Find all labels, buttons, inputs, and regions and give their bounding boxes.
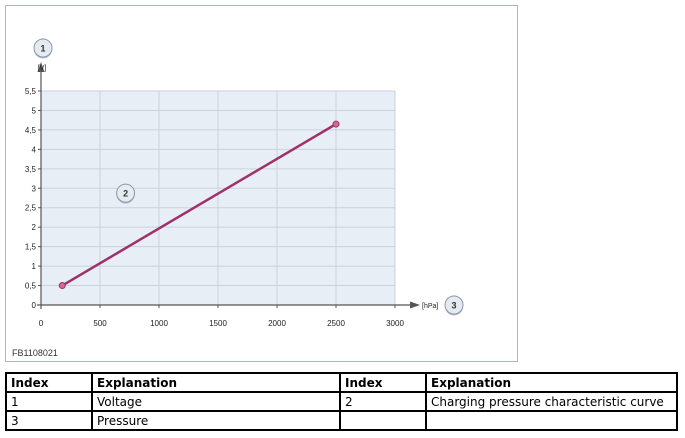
y-tick-label: 5,5 xyxy=(25,87,37,96)
figure-panel: 0 0,5 1 1,5 2 2,5 3 3,5 4 4,5 5 5,5 0 500 1000 1500 2000… xyxy=(5,5,518,362)
x-tick-label: 500 xyxy=(93,319,107,328)
legend-table: Index Explanation Index Explanation 1 Vo… xyxy=(5,372,678,431)
curve-endpoint xyxy=(58,282,66,290)
x-tick-label: 3000 xyxy=(386,319,404,328)
pressure-voltage-chart: 0 0,5 1 1,5 2 2,5 3 3,5 4 4,5 5 5,5 0 500 1000 1500 2000… xyxy=(25,38,464,328)
callout-1 xyxy=(33,38,53,58)
legend-cell: Pressure xyxy=(91,410,341,431)
y-tick-label: 1,5 xyxy=(25,243,37,252)
y-tick-label: 0,5 xyxy=(25,282,37,291)
x-tick-label: 1000 xyxy=(150,319,168,328)
legend-cell: 2 xyxy=(339,391,427,412)
legend-header-index-2: Index xyxy=(339,372,427,393)
y-tick-label: 4,5 xyxy=(25,126,37,135)
x-axis-arrow xyxy=(410,301,420,309)
x-axis-unit-label: [hPa] xyxy=(422,303,438,310)
x-tick-label: 2000 xyxy=(268,319,286,328)
x-tick-label: 1500 xyxy=(209,319,227,328)
legend-header-explanation-1: Explanation xyxy=(91,372,341,393)
callout-3-label: 3 xyxy=(451,301,456,311)
legend-row: 3 Pressure xyxy=(5,410,678,431)
y-tick-label: 5 xyxy=(32,106,37,115)
y-axis-unit-label: [V] xyxy=(38,65,47,72)
legend-row: 1 Voltage 2 Charging pressure characteri… xyxy=(5,391,678,412)
y-tick-label: 3,5 xyxy=(25,165,37,174)
characteristic-curve-line xyxy=(60,122,338,287)
legend-cell xyxy=(425,410,678,431)
callout-1-label: 1 xyxy=(40,44,45,54)
y-tick-label: 1 xyxy=(32,262,37,271)
x-tick-label: 2500 xyxy=(327,319,345,328)
figure-code: FB1108021 xyxy=(12,348,58,358)
y-tick-label: 4 xyxy=(32,145,37,154)
x-tick-label: 0 xyxy=(39,319,44,328)
legend-cell: Voltage xyxy=(91,391,341,412)
callout-3 xyxy=(444,295,464,315)
curve-endpoint xyxy=(332,120,340,128)
legend-header-explanation-2: Explanation xyxy=(425,372,678,393)
legend-header-index-1: Index xyxy=(5,372,93,393)
y-tick-label: 0 xyxy=(32,301,37,310)
callout-2 xyxy=(116,183,136,203)
legend-cell: Charging pressure characteristic curve xyxy=(425,391,678,412)
legend-cell: 1 xyxy=(5,391,93,412)
callout-2-label: 2 xyxy=(123,189,128,199)
legend-cell: 3 xyxy=(5,410,93,431)
legend-header-row: Index Explanation Index Explanation xyxy=(5,372,678,393)
legend-cell xyxy=(339,410,427,431)
y-tick-label: 3 xyxy=(32,184,37,193)
y-axis-arrow xyxy=(37,62,45,72)
y-tick-label: 2,5 xyxy=(25,204,37,213)
y-tick-label: 2 xyxy=(32,223,37,232)
